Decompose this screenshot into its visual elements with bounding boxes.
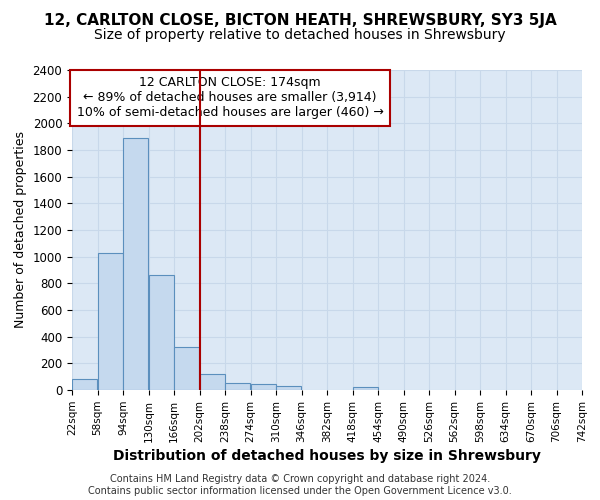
Text: Size of property relative to detached houses in Shrewsbury: Size of property relative to detached ho… [94,28,506,42]
Text: 12 CARLTON CLOSE: 174sqm
← 89% of detached houses are smaller (3,914)
10% of sem: 12 CARLTON CLOSE: 174sqm ← 89% of detach… [77,76,383,120]
Bar [251,384,276,390]
Bar [123,138,148,390]
X-axis label: Distribution of detached houses by size in Shrewsbury: Distribution of detached houses by size … [113,449,541,463]
Text: Contains HM Land Registry data © Crown copyright and database right 2024.
Contai: Contains HM Land Registry data © Crown c… [88,474,512,496]
Bar [149,276,174,390]
Bar [225,384,250,390]
Bar [174,346,199,390]
Bar [72,378,97,390]
Text: 12, CARLTON CLOSE, BICTON HEATH, SHREWSBURY, SY3 5JA: 12, CARLTON CLOSE, BICTON HEATH, SHREWSB… [44,12,556,28]
Bar [98,252,123,390]
Bar [276,386,301,390]
Bar [200,374,225,390]
Y-axis label: Number of detached properties: Number of detached properties [14,132,27,328]
Bar [353,386,378,390]
